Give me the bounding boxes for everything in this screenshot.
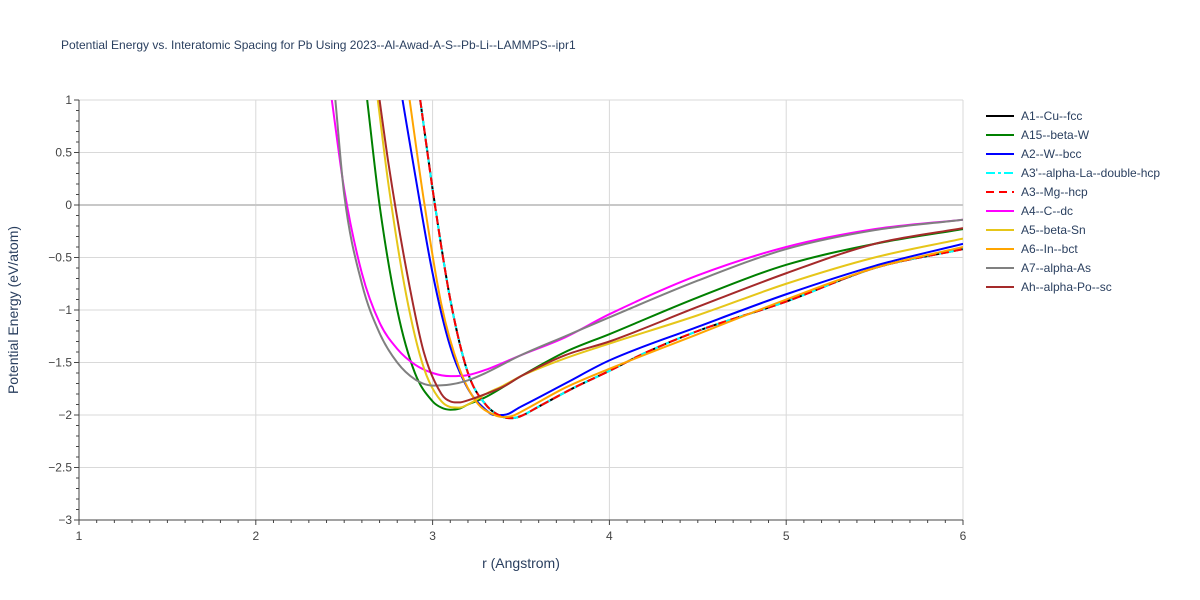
legend-label: Ah--alpha-Po--sc: [1021, 279, 1112, 294]
y-tick-label: 0: [65, 198, 72, 212]
y-tick-label: −1.5: [48, 356, 72, 370]
series-line-2: [401, 100, 963, 416]
legend-item[interactable]: A6--In--bct: [985, 239, 1160, 258]
series-group: [330, 100, 963, 420]
legend-label: A3--Mg--hcp: [1021, 184, 1088, 199]
legend-swatch: [986, 133, 1014, 136]
chart-title: Potential Energy vs. Interatomic Spacing…: [61, 38, 576, 52]
legend-swatch: [986, 114, 1014, 117]
legend-label: A7--alpha-As: [1021, 260, 1092, 275]
grid-lines: [79, 99, 964, 520]
x-tick-label: 5: [783, 529, 790, 543]
legend-label: A2--W--bcc: [1021, 146, 1082, 161]
x-tick-label: 6: [960, 529, 967, 543]
y-tick-label: −1: [58, 303, 72, 317]
legend: A1--Cu--fcc A15--beta-W A2--W--bcc A3'--alp…: [985, 106, 1160, 296]
y-axis-title: Potential Energy (eV/atom): [5, 226, 21, 394]
legend-item[interactable]: A3'--alpha-La--double-hcp: [985, 163, 1160, 182]
y-tick-label: 0.5: [55, 146, 72, 160]
x-tick-label: 3: [429, 529, 436, 543]
legend-swatch: [986, 152, 1014, 155]
series-line-4: [419, 100, 963, 420]
legend-item[interactable]: A1--Cu--fcc: [985, 106, 1160, 125]
legend-item[interactable]: Ah--alpha-Po--sc: [985, 277, 1160, 296]
legend-label: A4--C--dc: [1021, 203, 1074, 218]
series-line-9: [378, 100, 963, 404]
legend-item[interactable]: A4--C--dc: [985, 201, 1160, 220]
axes: [74, 99, 964, 525]
legend-label: A1--Cu--fcc: [1021, 108, 1083, 123]
legend-swatch: [986, 190, 1014, 193]
legend-label: A6--In--bct: [1021, 241, 1078, 256]
legend-item[interactable]: A15--beta-W: [985, 125, 1160, 144]
x-tick-label: 1: [76, 529, 83, 543]
x-axis-title: r (Angstrom): [482, 555, 560, 571]
legend-swatch: [986, 266, 1014, 269]
tick-labels: 1 2 3 4 5 6 1 0.5 0 −0.5 −1 −1.5 −2 −2.5 −3: [48, 93, 966, 543]
legend-swatch: [986, 247, 1014, 250]
series-line-8: [334, 100, 963, 387]
legend-swatch: [986, 285, 1014, 288]
x-tick-label: 2: [252, 529, 259, 543]
legend-swatch: [986, 171, 1014, 174]
legend-item[interactable]: A7--alpha-As: [985, 258, 1160, 277]
legend-item[interactable]: A3--Mg--hcp: [985, 182, 1160, 201]
y-tick-label: −3: [58, 513, 72, 527]
series-line-3: [419, 100, 963, 420]
y-tick-label: −0.5: [48, 251, 72, 265]
legend-item[interactable]: A5--beta-Sn: [985, 220, 1160, 239]
legend-item[interactable]: A2--W--bcc: [985, 144, 1160, 163]
legend-label: A5--beta-Sn: [1021, 222, 1086, 237]
y-tick-label: 1: [65, 93, 72, 107]
legend-label: A3'--alpha-La--double-hcp: [1021, 165, 1161, 180]
series-line-5: [330, 100, 963, 378]
series-line-7: [408, 100, 963, 419]
legend-swatch: [986, 209, 1014, 212]
legend-label: A15--beta-W: [1021, 127, 1090, 142]
x-tick-label: 4: [606, 529, 613, 543]
y-tick-label: −2.5: [48, 461, 72, 475]
legend-swatch: [986, 228, 1014, 231]
series-line-6: [376, 100, 963, 409]
y-tick-label: −2: [58, 408, 72, 422]
series-line-0: [419, 100, 963, 420]
